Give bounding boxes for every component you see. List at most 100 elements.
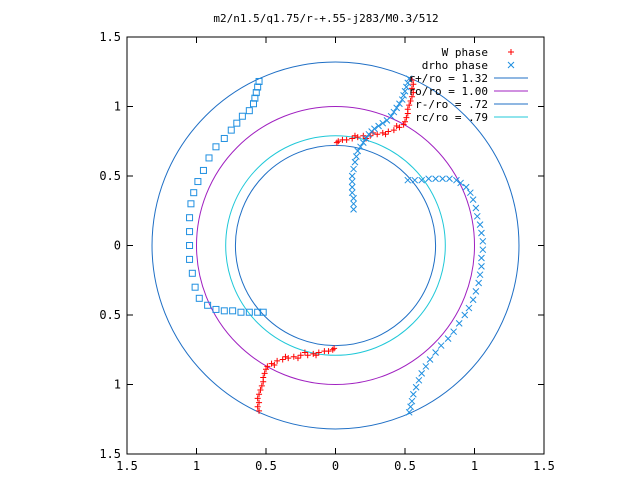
series-0-point-3 [410, 89, 417, 96]
series-0-point-4 [408, 93, 415, 100]
x-tick-label-3: 0 [332, 459, 339, 473]
series-0-point-34 [256, 391, 263, 398]
series-0-point-6 [406, 102, 413, 109]
series-0-point-24 [333, 139, 340, 146]
series-2-point-23 [204, 301, 212, 309]
series-1-point-60 [432, 349, 439, 356]
reference-circle-1 [196, 106, 475, 385]
series-0-point-19 [354, 134, 361, 141]
series-1-point-45 [478, 229, 485, 237]
series-0-point-36 [258, 382, 265, 389]
series-0-point-31 [254, 403, 261, 410]
series-1-point-19 [354, 147, 362, 155]
series-2-point-25 [220, 307, 228, 315]
series-1-point-30 [404, 176, 412, 184]
series-2-point-19 [186, 255, 194, 263]
series-1-point-6 [396, 100, 403, 108]
series-1-point-67 [408, 397, 416, 405]
series-1-point-25 [348, 183, 356, 191]
y-tick-label-2: 0.5 [99, 308, 121, 322]
series-0-point-46 [290, 353, 297, 360]
series-0-point-22 [339, 136, 346, 143]
series-1-point-46 [479, 237, 487, 245]
reference-circle-0 [151, 61, 520, 430]
series-0-point-35 [257, 387, 264, 394]
series-1-point-52 [472, 288, 480, 295]
series-0-point-25 [393, 122, 400, 129]
series-1-point-59 [437, 342, 445, 349]
y-tick-label-0: 1.5 [99, 447, 121, 461]
series-1-point-56 [455, 319, 463, 327]
series-2-point-13 [194, 178, 202, 186]
data-series [186, 75, 487, 416]
x-tick-label-2: 0.5 [255, 459, 277, 473]
series-1-point-2 [403, 83, 410, 91]
series-1-point-49 [478, 262, 485, 270]
series-1-point-53 [469, 296, 477, 304]
series-2-point-4 [249, 100, 257, 108]
series-0-point-14 [385, 128, 392, 135]
axis-ticks: 1.5 1 0.5 0 0.5 1 1.51.510.500.511.5 [99, 30, 555, 473]
series-1-point-33 [425, 175, 432, 183]
series-0-point-38 [260, 374, 267, 381]
series-1-point-40 [466, 189, 474, 197]
series-1-point-35 [439, 175, 446, 183]
legend-label-1: drho phase [422, 59, 488, 72]
series-2-point-21 [191, 283, 199, 291]
series-0-point-41 [264, 363, 271, 370]
series-0-point-2 [408, 85, 415, 92]
series-1-point-17 [359, 139, 367, 146]
series-1-point-8 [390, 108, 398, 116]
series-1-point-21 [351, 158, 359, 166]
legend-marker-1 [507, 61, 515, 69]
series-1-point-24 [348, 178, 356, 185]
series-0-point-55 [271, 362, 278, 369]
legend-label-0: W phase [442, 46, 488, 59]
series-2-point-8 [227, 126, 235, 134]
series-0-point-39 [261, 370, 268, 377]
series-2-point-12 [199, 166, 207, 174]
series-0-point-45 [285, 355, 292, 362]
x-tick-label-0: 1.5 [116, 459, 138, 473]
series-1-point-41 [469, 196, 477, 203]
series-1-point-50 [476, 271, 484, 279]
series-1-point-11 [379, 119, 387, 127]
legend-label-2: r+/ro = 1.32 [409, 72, 488, 85]
series-0-point-20 [349, 135, 356, 142]
series-2-point-17 [186, 228, 194, 236]
series-2-point-26 [229, 307, 237, 315]
series-0-point-10 [402, 118, 408, 125]
series-0-point-49 [310, 350, 317, 357]
series-1-point-23 [348, 172, 356, 180]
series-1-point-65 [412, 383, 420, 391]
series-0-point-50 [315, 349, 322, 356]
series-0-point-5 [407, 97, 414, 104]
series-2-point-28 [245, 308, 253, 316]
series-0-point-1 [410, 81, 417, 88]
series-1-point-43 [473, 212, 481, 220]
series-2-point-10 [212, 143, 220, 151]
series-2-point-22 [195, 294, 203, 302]
reference-circle-2 [234, 144, 437, 347]
y-tick-label-1: 1 [114, 378, 121, 392]
series-0-point-30 [256, 407, 263, 414]
chart-title: m2/n1.5/q1.75/r-+.55-j283/M0.3/512 [213, 12, 438, 25]
series-1-point-26 [348, 189, 356, 197]
x-tick-label-6: 1.5 [533, 459, 555, 473]
series-1-point-22 [350, 165, 357, 173]
series-1-point-48 [478, 254, 485, 262]
series-1-point-37 [453, 176, 460, 184]
series-1-point-68 [407, 403, 414, 411]
series-0-point-44 [279, 356, 286, 363]
series-0-point-48 [304, 352, 311, 359]
series-2-point-30 [259, 308, 267, 316]
series-1-point-39 [462, 183, 470, 191]
series-1-point-61 [426, 356, 434, 363]
series-0-point-59 [313, 352, 320, 359]
series-0-point-52 [325, 348, 332, 355]
series-0-point-23 [335, 138, 342, 145]
series-1-point-32 [418, 176, 426, 184]
series-1-point-27 [350, 194, 357, 202]
